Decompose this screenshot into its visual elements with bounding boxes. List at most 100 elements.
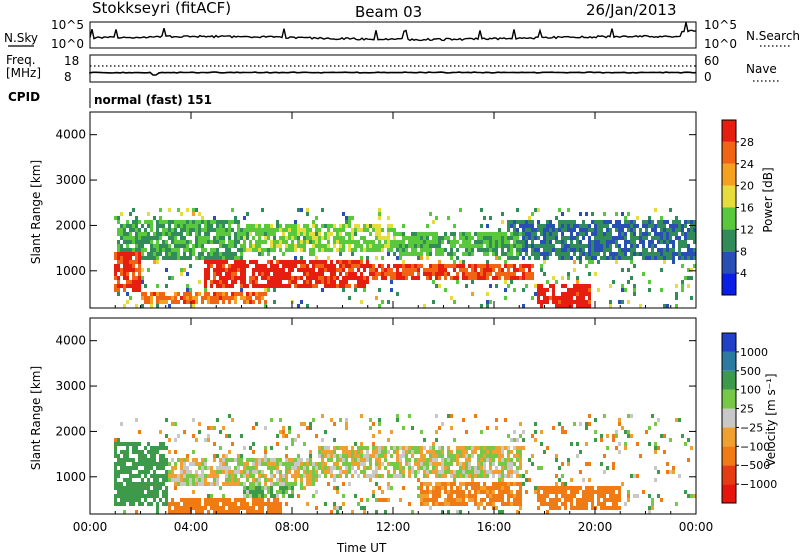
heatmap-cell — [153, 498, 156, 502]
heatmap-cell — [624, 232, 627, 236]
heatmap-cell — [312, 462, 315, 466]
heatmap-cell — [276, 224, 279, 228]
heatmap-cell — [279, 228, 282, 232]
heatmap-cell — [198, 510, 201, 514]
heatmap-cell — [207, 502, 210, 506]
heatmap-cell — [540, 494, 543, 498]
heatmap-cell — [474, 264, 477, 268]
heatmap-cell — [492, 252, 495, 256]
noise-panel-frame — [89, 21, 697, 49]
heatmap-cell — [243, 498, 246, 502]
heatmap-cell — [492, 244, 495, 248]
heatmap-cell — [141, 240, 144, 244]
heatmap-cell — [252, 272, 255, 276]
heatmap-cell — [480, 232, 483, 236]
heatmap-cell — [243, 240, 246, 244]
heatmap-cell — [228, 248, 231, 252]
heatmap-cell — [528, 268, 531, 272]
heatmap-cell — [552, 490, 555, 494]
heatmap-cell — [501, 498, 504, 502]
heatmap-cell — [135, 288, 138, 292]
heatmap-cell — [468, 470, 471, 474]
heatmap-cell — [117, 232, 120, 236]
heatmap-cell — [159, 232, 162, 236]
heatmap-cell — [399, 272, 402, 276]
heatmap-cell — [264, 268, 267, 272]
heatmap-cell — [120, 494, 123, 498]
heatmap-cell — [273, 474, 276, 478]
heatmap-cell — [114, 462, 117, 466]
heatmap-cell — [399, 244, 402, 248]
heatmap-cell — [285, 474, 288, 478]
heatmap-cell — [162, 256, 165, 260]
heatmap-cell — [357, 474, 360, 478]
heatmap-cell — [351, 466, 354, 470]
heatmap-cell — [597, 252, 600, 256]
heatmap-cell — [327, 450, 330, 454]
heatmap-cell — [144, 466, 147, 470]
heatmap-cell — [114, 498, 117, 502]
noise-sky-line — [89, 22, 697, 42]
heatmap-cell — [492, 502, 495, 506]
heatmap-cell — [594, 490, 597, 494]
heatmap-cell — [213, 260, 216, 264]
heatmap-cell — [138, 236, 141, 240]
heatmap-cell — [378, 232, 381, 236]
heatmap-cell — [507, 272, 510, 276]
heatmap-cell — [237, 462, 240, 466]
heatmap-cell — [138, 430, 141, 434]
heatmap-cell — [294, 244, 297, 248]
heatmap-cell — [516, 510, 519, 514]
heatmap-cell — [282, 240, 285, 244]
heatmap-cell — [294, 276, 297, 280]
heatmap-cell — [246, 212, 249, 216]
heatmap-cell — [183, 236, 186, 240]
heatmap-cell — [516, 446, 519, 450]
heatmap-cell — [276, 276, 279, 280]
heatmap-cell — [207, 510, 210, 514]
heatmap-cell — [261, 240, 264, 244]
heatmap-cell — [549, 228, 552, 232]
heatmap-cell — [156, 510, 159, 514]
heatmap-cell — [156, 248, 159, 252]
heatmap-cell — [639, 228, 642, 232]
heatmap-cell — [168, 208, 171, 212]
heatmap-cell — [183, 466, 186, 470]
heatmap-cell — [309, 280, 312, 284]
heatmap-cell — [192, 502, 195, 506]
heatmap-cell — [603, 414, 606, 418]
heatmap-cell — [369, 466, 372, 470]
heatmap-cell — [300, 208, 303, 212]
heatmap-cell — [276, 462, 279, 466]
heatmap-cell — [282, 462, 285, 466]
heatmap-cell — [651, 244, 654, 248]
heatmap-cell — [264, 458, 267, 462]
heatmap-cell — [141, 232, 144, 236]
heatmap-cell — [312, 418, 315, 422]
heatmap-cell — [528, 256, 531, 260]
heatmap-cell — [564, 236, 567, 240]
colorbar-tick-label: 25 — [740, 403, 754, 416]
heatmap-cell — [255, 486, 258, 490]
heatmap-cell — [678, 220, 681, 224]
heatmap-cell — [432, 244, 435, 248]
heatmap-cell — [438, 240, 441, 244]
heatmap-cell — [510, 466, 513, 470]
heatmap-cell — [279, 430, 282, 434]
heatmap-cell — [396, 462, 399, 466]
heatmap-cell — [333, 502, 336, 506]
heatmap-cell — [564, 498, 567, 502]
heatmap-cell — [285, 454, 288, 458]
heatmap-cell — [447, 498, 450, 502]
heatmap-cell — [315, 462, 318, 466]
heatmap-cell — [336, 462, 339, 466]
heatmap-cell — [513, 220, 516, 224]
heatmap-cell — [207, 434, 210, 438]
heatmap-cell — [243, 236, 246, 240]
heatmap-cell — [531, 232, 534, 236]
heatmap-cell — [651, 228, 654, 232]
heatmap-cell — [120, 470, 123, 474]
heatmap-cell — [186, 292, 189, 296]
heatmap-cell — [516, 490, 519, 494]
heatmap-cell — [165, 458, 168, 462]
